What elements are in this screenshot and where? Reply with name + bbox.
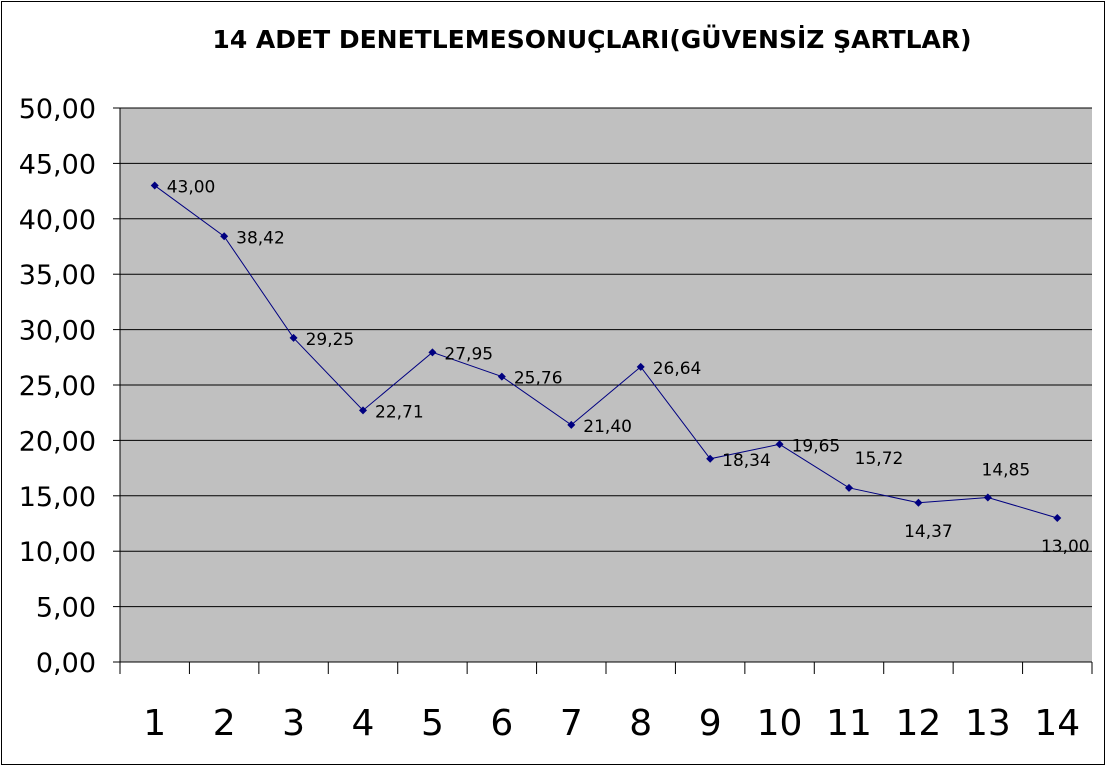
gridlines [113,107,1092,663]
data-label-4: 22,71 [375,402,424,422]
data-point-3 [289,333,298,342]
x-tick-label-10: 10 [757,703,803,744]
data-label-9: 18,34 [722,451,771,471]
data-point-1 [150,181,159,190]
x-tick-label-13: 13 [965,703,1011,744]
x-tick-label-14: 14 [1034,703,1080,744]
y-tick-label-9: 45,00 [19,149,96,180]
y-tick-label-5: 25,00 [19,371,96,402]
y-tick-label-1: 5,00 [36,593,96,624]
y-tick-label-6: 30,00 [19,316,96,347]
data-point-12 [914,498,923,507]
x-tick-label-11: 11 [826,703,872,744]
data-point-10 [775,440,784,449]
x-axis-tick-labels: 1 2 3 4 5 6 7 8 9 10 11 12 13 14 [143,703,1080,744]
data-label-2: 38,42 [236,228,285,248]
x-tick-label-8: 8 [629,703,652,744]
data-label-11: 15,72 [855,449,904,469]
data-point-9 [706,454,715,463]
data-label-10: 19,65 [792,436,841,456]
y-tick-label-4: 20,00 [19,426,96,457]
series-markers [150,181,1062,522]
data-label-12: 14,37 [904,522,953,542]
data-point-7 [567,420,576,429]
data-label-13: 14,85 [982,460,1031,480]
data-point-11 [845,483,853,492]
data-label-7: 21,40 [583,417,632,437]
y-tick-label-0: 0,00 [36,648,96,679]
data-label-14: 13,00 [1041,537,1090,557]
data-label-8: 26,64 [653,359,702,379]
x-tick-label-12: 12 [896,703,942,744]
y-tick-label-3: 15,00 [19,482,96,513]
axes [119,108,1093,674]
y-axis-tick-labels: 0,00 5,00 10,00 15,00 20,00 25,00 30,00 35,00 40… [19,94,96,679]
x-tick-label-5: 5 [421,703,444,744]
data-label-1: 43,00 [167,178,216,198]
data-point-13 [983,493,992,502]
data-point-14 [1053,513,1062,522]
data-point-6 [497,372,506,381]
data-point-2 [220,232,229,241]
x-tick-label-2: 2 [213,703,236,744]
x-tick-label-3: 3 [282,703,305,744]
y-tick-label-10: 50,00 [19,94,96,125]
x-tick-label-1: 1 [143,703,166,744]
y-tick-label-7: 35,00 [19,260,96,291]
x-tick-label-9: 9 [699,703,722,744]
x-tick-label-7: 7 [560,703,583,744]
x-tick-label-4: 4 [352,703,375,744]
data-labels: 43,00 38,42 29,25 22,71 27,95 25,76 21,40 26,64… [167,178,1090,557]
chart-title: 14 ADET DENETLEMESONUÇLARI(GÜVENSİZ ŞART… [212,24,971,54]
data-label-5: 27,95 [444,344,493,364]
data-label-3: 29,25 [306,330,355,350]
y-tick-label-2: 10,00 [19,537,96,568]
data-point-5 [428,348,437,357]
data-point-4 [359,406,367,415]
data-point-8 [636,362,645,371]
x-tick-label-6: 6 [490,703,513,744]
y-tick-label-8: 40,00 [19,205,96,236]
data-label-6: 25,76 [514,369,563,389]
series-line [154,185,1058,519]
